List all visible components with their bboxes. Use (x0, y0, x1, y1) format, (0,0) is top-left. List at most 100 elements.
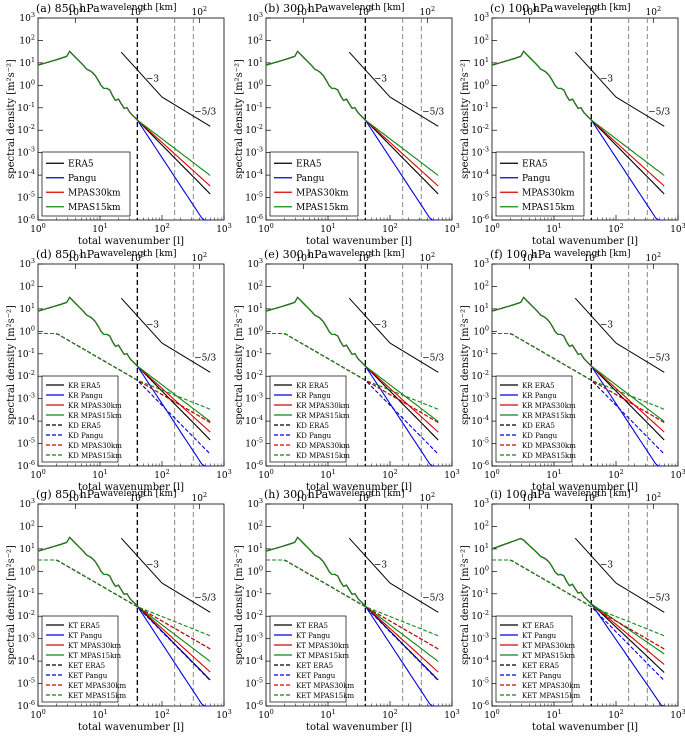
x-axis-label: total wavenumber [l] (532, 722, 638, 733)
y-tick-label: 100 (473, 78, 489, 91)
legend-label: KR ERA5 (296, 382, 329, 390)
legend-label: KD ERA5 (68, 422, 101, 430)
y-tick-label: 10-3 (17, 392, 35, 405)
top-tick-label: 102 (192, 491, 208, 504)
y-tick-label: 10-5 (471, 191, 489, 204)
legend-label: KR MPAS15km (68, 412, 122, 420)
series-line (265, 50, 439, 176)
y-tick-label: 10-6 (245, 699, 263, 712)
y-tick-label: 103 (19, 11, 35, 24)
x-tick-label: 102 (154, 708, 170, 721)
y-tick-label: 101 (473, 542, 489, 555)
top-axis-label: wavelength [km] (100, 3, 177, 13)
y-tick-label: 10-2 (17, 609, 35, 622)
series-line (37, 296, 211, 422)
axes-frame (265, 17, 453, 221)
legend-label: Pangu (68, 174, 97, 184)
y-tick-label: 10-5 (471, 437, 489, 450)
x-tick-label: 101 (92, 468, 108, 481)
y-tick-label: 102 (19, 279, 35, 292)
slope-minus3-label: −3 (374, 560, 388, 570)
legend-label: KT Pangu (296, 632, 331, 640)
x-tick-label: 100 (258, 708, 274, 721)
legend-label: ERA5 (296, 159, 322, 169)
x-tick-label: 103 (216, 222, 232, 235)
slope-minus53-line (161, 96, 211, 127)
y-tick-label: 10-5 (245, 191, 263, 204)
axes-frame (37, 263, 225, 467)
y-tick-label: 10-5 (17, 437, 35, 450)
y-tick-label: 10-2 (245, 609, 263, 622)
top-tick-label: 103 (130, 491, 146, 504)
legend-label: KT ERA5 (296, 622, 328, 630)
legend-label: KET MPAS15km (522, 692, 580, 700)
legend-label: KD Pangu (68, 432, 104, 440)
y-tick-label: 10-1 (471, 101, 489, 114)
y-tick-label: 10-4 (245, 168, 263, 181)
y-axis-label: spectral density [m²s⁻²] (460, 545, 471, 665)
y-tick-label: 10-3 (245, 392, 263, 405)
slope-minus3-line (348, 537, 391, 584)
y-tick-label: 10-2 (471, 369, 489, 382)
series-line (37, 536, 211, 662)
y-tick-label: 103 (19, 497, 35, 510)
y-tick-label: 103 (473, 257, 489, 270)
y-axis-label: spectral density [m²s⁻²] (460, 59, 471, 179)
y-tick-label: 10-4 (471, 168, 489, 181)
y-tick-label: 10-3 (245, 632, 263, 645)
x-tick-label: 101 (92, 708, 108, 721)
legend-label: KD MPAS15km (68, 452, 122, 460)
top-tick-label: 102 (420, 5, 436, 18)
x-axis-label: total wavenumber [l] (306, 236, 412, 247)
top-axis-label: wavelength [km] (328, 3, 405, 13)
x-tick-label: 102 (154, 222, 170, 235)
top-axis-label: wavelength [km] (554, 3, 631, 13)
x-axis-label: total wavenumber [l] (306, 722, 412, 733)
slope-minus3-line (574, 297, 617, 344)
x-tick-label: 101 (320, 708, 336, 721)
legend-label: KD MPAS30km (68, 442, 122, 450)
x-tick-label: 103 (670, 222, 685, 235)
series-line (265, 296, 439, 422)
y-tick-label: 10-6 (245, 213, 263, 226)
y-tick-label: 10-6 (471, 699, 489, 712)
series-line (491, 537, 665, 655)
legend-label: KET MPAS15km (68, 692, 126, 700)
legend-label: Pangu (522, 174, 551, 184)
y-axis-label: spectral density [m²s⁻²] (234, 305, 245, 425)
y-tick-label: 101 (19, 56, 35, 69)
panel-f: 100 101 102 103 10-6 10-5 10-4 10-3 10-2 10-1 100 1… (460, 248, 685, 493)
y-tick-label: 10-5 (471, 677, 489, 690)
y-tick-label: 101 (247, 302, 263, 315)
slope-minus3-label: −3 (600, 560, 614, 570)
series-line (265, 536, 439, 662)
x-tick-label: 102 (154, 468, 170, 481)
legend: KT ERA5 KT Pangu KT MPAS30km KT MPAS15km KET… (269, 615, 354, 703)
legend-label: ERA5 (522, 159, 548, 169)
slope-minus53-line (161, 342, 211, 373)
y-tick-label: 100 (247, 324, 263, 337)
panel-title: (c) 100 hPa (490, 2, 554, 15)
legend-label: KET Pangu (68, 672, 108, 680)
legend-label: ERA5 (68, 159, 94, 169)
y-tick-label: 10-1 (245, 587, 263, 600)
slope-minus53-label: −5/3 (422, 594, 444, 604)
panel-e: 100 101 102 103 10-6 10-5 10-4 10-3 10-2 10-1 100 1… (234, 248, 460, 493)
legend-label: KD MPAS30km (296, 442, 350, 450)
x-tick-label: 103 (670, 468, 685, 481)
slope-minus3-label: −3 (374, 74, 388, 84)
legend-label: KR ERA5 (522, 382, 555, 390)
top-tick-label: 103 (584, 5, 600, 18)
x-tick-label: 102 (382, 468, 398, 481)
y-tick-label: 10-3 (245, 146, 263, 159)
y-tick-label: 100 (247, 564, 263, 577)
y-axis-label: spectral density [m²s⁻²] (234, 545, 245, 665)
panel-g: 100 101 102 103 10-6 10-5 10-4 10-3 10-2 10-1 100 1… (6, 488, 232, 733)
top-tick-label: 102 (646, 5, 662, 18)
slope-minus53-label: −5/3 (194, 594, 216, 604)
legend-label: KR Pangu (296, 392, 331, 400)
y-tick-label: 102 (247, 33, 263, 46)
axes-frame (265, 503, 453, 707)
panel-a: 100 101 102 103 10-6 10-5 10-4 10-3 10-2 10-1 100 1… (6, 2, 232, 247)
top-tick-label: 104 (68, 251, 84, 264)
